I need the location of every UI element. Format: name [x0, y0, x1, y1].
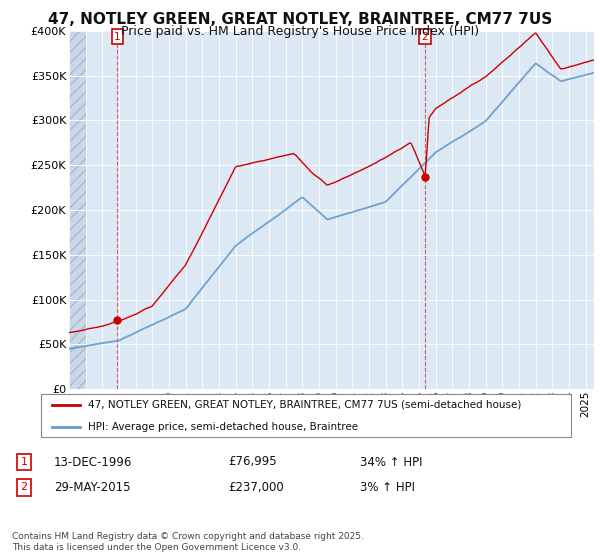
Text: 1: 1 [20, 457, 28, 467]
Text: 2: 2 [422, 31, 428, 41]
Text: 2: 2 [20, 482, 28, 492]
Text: 29-MAY-2015: 29-MAY-2015 [54, 480, 131, 494]
FancyBboxPatch shape [41, 394, 571, 437]
Text: 47, NOTLEY GREEN, GREAT NOTLEY, BRAINTREE, CM77 7US: 47, NOTLEY GREEN, GREAT NOTLEY, BRAINTRE… [48, 12, 552, 27]
Text: HPI: Average price, semi-detached house, Braintree: HPI: Average price, semi-detached house,… [88, 422, 358, 432]
Text: £76,995: £76,995 [228, 455, 277, 469]
Bar [69, 31, 86, 389]
Text: 47, NOTLEY GREEN, GREAT NOTLEY, BRAINTREE, CM77 7US (semi-detached house): 47, NOTLEY GREEN, GREAT NOTLEY, BRAINTRE… [88, 400, 521, 410]
Text: 34% ↑ HPI: 34% ↑ HPI [360, 455, 422, 469]
Text: £237,000: £237,000 [228, 480, 284, 494]
Text: 1: 1 [114, 31, 121, 41]
Text: Price paid vs. HM Land Registry's House Price Index (HPI): Price paid vs. HM Land Registry's House … [121, 25, 479, 38]
Text: Contains HM Land Registry data © Crown copyright and database right 2025.
This d: Contains HM Land Registry data © Crown c… [12, 532, 364, 552]
Text: 3% ↑ HPI: 3% ↑ HPI [360, 480, 415, 494]
Text: 13-DEC-1996: 13-DEC-1996 [54, 455, 133, 469]
